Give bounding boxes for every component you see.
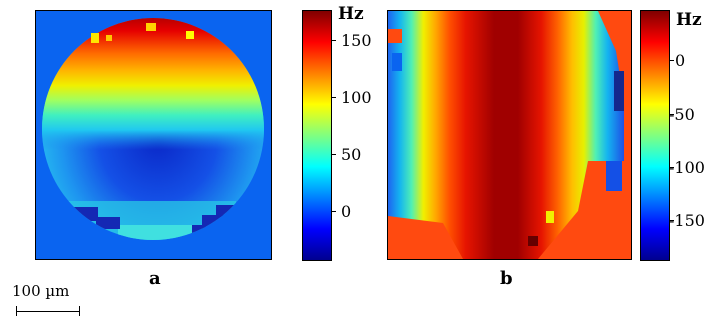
- colorbar-b: [640, 10, 670, 261]
- map-a-image: [36, 11, 271, 259]
- colorbar-b-tick: [669, 220, 674, 221]
- frequency-map-b: [387, 10, 632, 260]
- colorbar-b-tick: [669, 60, 674, 61]
- colorbar-a-tick: [331, 211, 336, 212]
- map-b-image: [388, 11, 631, 259]
- panel-label-b: b: [500, 268, 513, 289]
- colorbar-a-tick: [331, 154, 336, 155]
- colorbar-a-tick-label: 100: [341, 88, 372, 107]
- colorbar-b-tick-label: -50: [669, 105, 695, 124]
- panel-label-a: a: [149, 268, 161, 289]
- colorbar-a-unit: Hz: [338, 4, 364, 24]
- scale-bar-label: 100 µm: [12, 282, 70, 300]
- frequency-map-a: [35, 10, 272, 260]
- colorbar-a-tick: [331, 97, 336, 98]
- colorbar-a-tick-label: 0: [341, 202, 352, 221]
- scale-bar: [16, 306, 80, 316]
- colorbar-b-tick-label: -100: [669, 158, 705, 177]
- colorbar-b-tick: [669, 114, 674, 115]
- colorbar-b-tick-label: 0: [675, 51, 686, 70]
- colorbar-a-tick-label: 50: [341, 145, 362, 164]
- colorbar-a-tick-label: 150: [341, 31, 372, 50]
- colorbar-b-tick-label: -150: [669, 211, 705, 230]
- colorbar-a-tick: [331, 40, 336, 41]
- colorbar-b-tick: [669, 167, 674, 168]
- colorbar-a: [302, 10, 332, 261]
- colorbar-b-unit: Hz: [676, 10, 702, 30]
